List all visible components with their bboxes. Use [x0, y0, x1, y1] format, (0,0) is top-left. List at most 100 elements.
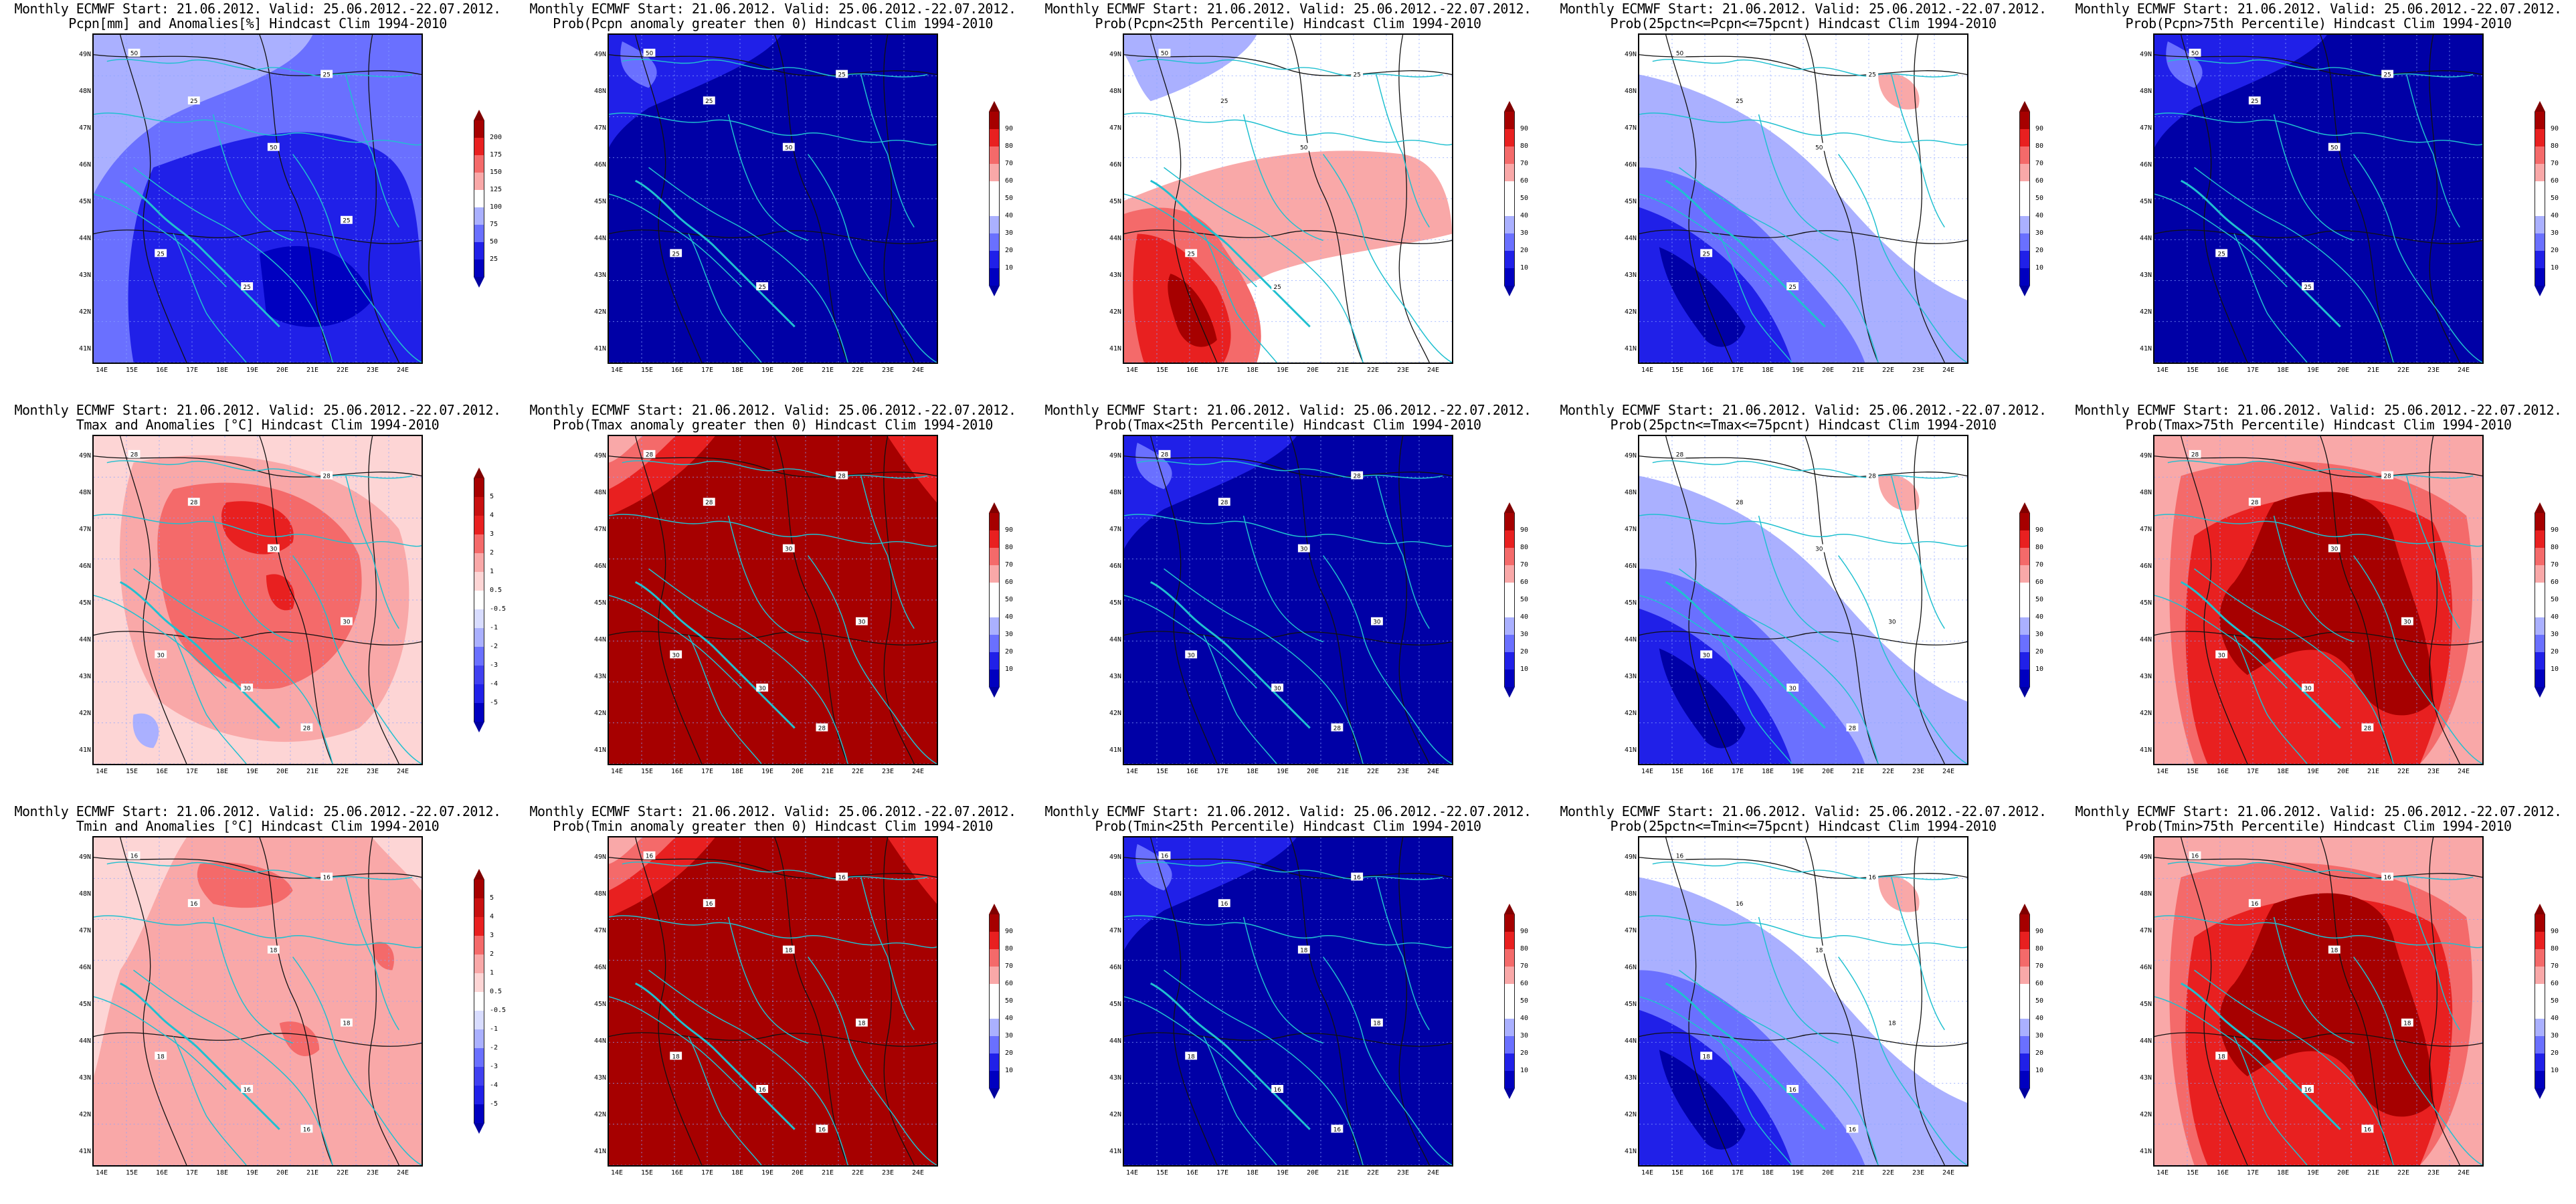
contour-label: 25 [241, 282, 254, 291]
coastline [2181, 982, 2341, 1130]
colorbar: 90 80 70 60 50 40 30 20 10 [1504, 502, 1528, 698]
colorbar-tick-label: 30 [2551, 229, 2559, 237]
map-canvas: 16 16 18 16 18 16 18 16 [94, 837, 422, 1165]
longitude-label: 15E [2186, 768, 2199, 775]
colorbar-segment [474, 138, 484, 155]
forecast-map: 16 16 18 16 18 16 18 16 [92, 836, 423, 1167]
latitude-label: 41N [2139, 746, 2152, 754]
latitude-label: 44N [2139, 235, 2152, 242]
colorbar-tick-label: -5 [490, 1100, 498, 1108]
colorbar-tick-label: 80 [1520, 142, 1529, 150]
map-canvas: 28 28 30 28 30 30 30 28 [1124, 436, 1452, 764]
longitude-label: 22E [1881, 1169, 1895, 1177]
latitude-label: 44N [2139, 636, 2152, 643]
contour-label: 28 [836, 471, 848, 480]
contour-label: 18 [1700, 1051, 1713, 1060]
colorbar-bottom-arrow [474, 277, 484, 288]
colorbar-segment [2535, 233, 2545, 251]
country-border [1758, 114, 1839, 241]
contour-line [1805, 837, 1879, 1165]
contour-line [259, 436, 333, 764]
colorbar-tick-label: 3 [490, 932, 494, 939]
colorbar-tick-label: 0.5 [490, 587, 502, 594]
forecast-map: 50 25 50 25 25 25 [1123, 33, 1453, 364]
country-border [1652, 59, 1958, 78]
longitude-label: 21E [821, 367, 834, 374]
longitude-label: 17E [701, 367, 714, 374]
latitude-label: 42N [78, 308, 91, 316]
longitude-label: 18E [731, 1169, 744, 1177]
country-border [1243, 515, 1323, 643]
latitude-label: 42N [593, 710, 606, 717]
colorbar-segment [2535, 199, 2545, 216]
svg-text:30: 30 [1815, 546, 1823, 553]
contour-label: 18 [155, 1051, 167, 1060]
colorbar-segment [989, 1019, 1000, 1036]
colorbar-segment [2535, 129, 2545, 146]
country-border [1124, 193, 1257, 288]
colorbar: 90 80 70 60 50 40 30 20 10 [2535, 904, 2559, 1099]
longitude-label: 18E [215, 1169, 229, 1177]
contour-label: 28 [187, 498, 200, 506]
map-canvas: 50 25 50 25 25 25 25 [94, 35, 422, 363]
country-border [648, 167, 848, 363]
contour-label: 25 [2215, 249, 2228, 258]
colorbar-tick-label: 50 [2035, 997, 2044, 1005]
colorbar-tick-label: 80 [2551, 142, 2559, 150]
latitude-label: 47N [1109, 526, 1121, 533]
longitude-label: 17E [701, 1169, 714, 1177]
colorbar-tick-label: 80 [2551, 544, 2559, 551]
colorbar-tick-label: 3 [490, 530, 494, 538]
longitude-label: 21E [1851, 367, 1865, 374]
coastline [635, 581, 796, 729]
contour-label: 28 [1331, 723, 1344, 732]
latitude-label: 48N [78, 489, 91, 496]
colorbar-tick-label: 70 [1005, 160, 1014, 167]
country-border [2194, 568, 2394, 764]
latitude-label: 45N [1624, 1001, 1637, 1008]
field-shade-3 [609, 837, 642, 864]
colorbar-tick-label: 30 [2035, 1032, 2044, 1039]
longitude-label: 21E [1851, 1169, 1865, 1177]
colorbar: 90 80 70 60 50 40 30 20 10 [2019, 502, 2043, 698]
field-shade-1 [94, 35, 313, 195]
colorbar-tick-label: -4 [490, 680, 498, 688]
colorbar-tick-label: 4 [490, 913, 494, 920]
latitude-label: 49N [78, 51, 91, 58]
country-border [727, 114, 808, 241]
contour-label: 25 [340, 215, 353, 225]
forecast-map: 16 16 18 16 18 16 18 16 [1638, 836, 1968, 1167]
forecast-panel: Monthly ECMWF Start: 21.06.2012. Valid: … [1030, 803, 1546, 1204]
longitude-label: 20E [2336, 367, 2350, 374]
contour-label: 16 [300, 1124, 313, 1133]
colorbar-tick-label: 20 [1005, 1049, 1014, 1057]
colorbar-tick-label: 10 [2035, 264, 2044, 272]
longitude-label: 17E [1216, 1169, 1229, 1177]
longitude-label: 24E [2457, 1169, 2470, 1177]
colorbar-segment [1504, 216, 1515, 233]
colorbar-segment [2535, 1001, 2545, 1019]
latitude-label: 49N [2139, 452, 2152, 460]
country-border [1891, 877, 1945, 1031]
contour-label: 25 [1185, 249, 1198, 258]
contour-line [635, 436, 703, 764]
colorbar-segment [474, 572, 484, 591]
contour-label: 18 [267, 945, 280, 955]
forecast-map: 50 25 50 25 25 25 25 [92, 33, 423, 364]
longitude-label: 20E [276, 367, 289, 374]
svg-text:30: 30 [858, 619, 866, 626]
svg-text:18: 18 [1888, 1021, 1896, 1027]
contour-line [2154, 456, 2482, 478]
latitude-label: 48N [78, 88, 91, 95]
longitude-label: 18E [1761, 1169, 1774, 1177]
panel-title-line1: Monthly ECMWF Start: 21.06.2012. Valid: … [14, 803, 501, 819]
colorbar-segment [2019, 216, 2030, 233]
contour-label: 30 [155, 650, 167, 659]
colorbar-segment [1504, 949, 1515, 967]
colorbar: 200 175 150 125 100 75 50 25 [474, 110, 502, 288]
colorbar-tick-label: 1 [490, 568, 494, 575]
latitude-label: 48N [2139, 890, 2152, 898]
svg-text:16: 16 [2191, 854, 2199, 860]
contour-label: 18 [1370, 1018, 1383, 1027]
latitude-label: 43N [1109, 673, 1121, 680]
